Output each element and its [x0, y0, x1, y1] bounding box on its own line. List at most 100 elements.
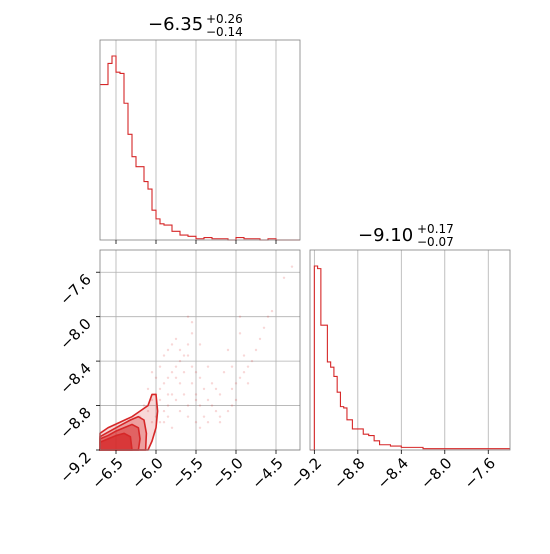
scatter-point: [194, 393, 198, 396]
scatter-point: [150, 421, 154, 424]
bottom-right-grid: [313, 250, 489, 450]
top-left-ticks: [115, 240, 277, 244]
scatter-point: [270, 309, 274, 313]
scatter-point: [194, 421, 198, 424]
scatter-point: [178, 359, 182, 363]
top-left-panel: −6.35 +0.26 −0.14: [99, 12, 301, 244]
scatter-point: [170, 393, 174, 396]
joint-contours: [99, 393, 159, 451]
scatter-point: [190, 382, 194, 385]
scatter-point: [234, 398, 238, 402]
scatter-point: [226, 348, 230, 352]
scatter-point: [182, 354, 186, 357]
bottom-right-tick-label: −9.2: [287, 454, 325, 492]
scatter-point: [234, 382, 238, 385]
scatter-point: [174, 365, 178, 368]
scatter-point: [214, 387, 218, 391]
scatter-point: [198, 426, 202, 429]
scatter-point: [162, 354, 166, 357]
joint-y-tick-label: −8.0: [56, 315, 94, 353]
scatter-point: [238, 376, 242, 379]
scatter-point: [230, 365, 234, 368]
scatter-point: [258, 337, 262, 341]
joint-y-tick-label: −7.6: [56, 270, 94, 308]
scatter-point: [198, 343, 202, 346]
scatter-point: [206, 365, 210, 368]
joint-x-ticks: −6.5 −6.0 −5.5 −5.0 −4.5: [88, 450, 287, 493]
scatter-point: [174, 376, 178, 379]
top-left-histogram: [100, 55, 300, 241]
bottom-right-tick-label: −8.8: [330, 454, 368, 492]
scatter-point: [242, 371, 246, 374]
scatter-point: [226, 409, 230, 413]
top-left-grid: [115, 40, 277, 240]
scatter-point: [170, 343, 174, 346]
scatter-point: [190, 365, 194, 368]
joint-y-tick-label: −8.8: [56, 404, 94, 442]
scatter-point: [266, 315, 270, 318]
scatter-point: [194, 371, 198, 374]
bottom-right-title: −9.10: [358, 225, 413, 246]
joint-grid: [100, 250, 300, 451]
joint-x-tick-label: −6.0: [128, 454, 166, 492]
scatter-point: [290, 265, 294, 268]
scatter-point: [230, 404, 234, 407]
scatter-point: [210, 382, 214, 385]
bottom-right-tick-label: −8.0: [417, 454, 455, 492]
bottom-right-title-plus: +0.17: [417, 222, 454, 236]
scatter-point: [154, 376, 158, 379]
scatter-point: [174, 337, 178, 341]
joint-x-tick-label: −5.0: [208, 454, 246, 492]
scatter-point: [238, 332, 242, 335]
bottom-right-title-minus: −0.07: [417, 235, 454, 249]
joint-x-tick-label: −6.5: [88, 454, 126, 492]
bottom-right-title-median: −9.10: [358, 225, 413, 246]
scatter-point: [190, 321, 194, 324]
scatter-point: [262, 326, 266, 329]
top-left-title: −6.35: [148, 14, 203, 35]
scatter-point: [186, 315, 190, 318]
scatter-point: [162, 382, 166, 385]
scatter-point: [170, 426, 174, 429]
scatter-point: [214, 409, 218, 413]
scatter-point: [250, 359, 254, 363]
scatter-point: [190, 332, 194, 335]
scatter-point: [178, 409, 182, 413]
scatter-point: [206, 398, 210, 402]
scatter-point: [166, 393, 170, 396]
top-left-title-plus: +0.26: [206, 12, 243, 26]
scatter-point: [158, 365, 162, 368]
scatter-point: [146, 387, 150, 391]
scatter-point: [186, 415, 190, 418]
scatter-point: [210, 404, 214, 407]
scatter-point: [230, 387, 234, 391]
joint-y-tick-label: −8.4: [56, 359, 94, 397]
scatter-point: [202, 415, 206, 418]
joint-y-ticks: −9.2−8.8−8.4−8.0−7.6: [56, 270, 100, 487]
scatter-point: [158, 398, 162, 402]
scatter-point: [158, 421, 162, 424]
scatter-point: [166, 348, 170, 352]
scatter-point: [150, 398, 154, 402]
top-left-title-median: −6.35: [148, 14, 203, 35]
scatter-point: [178, 348, 182, 352]
scatter-point: [242, 354, 246, 357]
scatter-point: [246, 365, 250, 368]
top-left-frame: [99, 39, 301, 241]
scatter-point: [218, 393, 222, 396]
scatter-point: [174, 398, 178, 402]
joint-scatter-points: [138, 265, 294, 429]
scatter-point: [206, 421, 210, 424]
joint-x-tick-label: −5.5: [168, 454, 206, 492]
bottom-right-panel: −9.10 +0.17 −0.07 −9.2 −8.8 −8.4 −8.0 −7.6: [287, 222, 511, 493]
joint-frame: [99, 249, 301, 451]
scatter-point: [158, 387, 162, 391]
scatter-point: [170, 371, 174, 374]
scatter-point: [186, 343, 190, 346]
scatter-point: [146, 409, 150, 413]
bottom-right-ticks: −9.2 −8.8 −8.4 −8.0 −7.6: [287, 450, 499, 493]
bottom-right-frame: [309, 249, 511, 451]
scatter-point: [246, 382, 250, 385]
top-left-title-minus: −0.14: [206, 25, 243, 39]
